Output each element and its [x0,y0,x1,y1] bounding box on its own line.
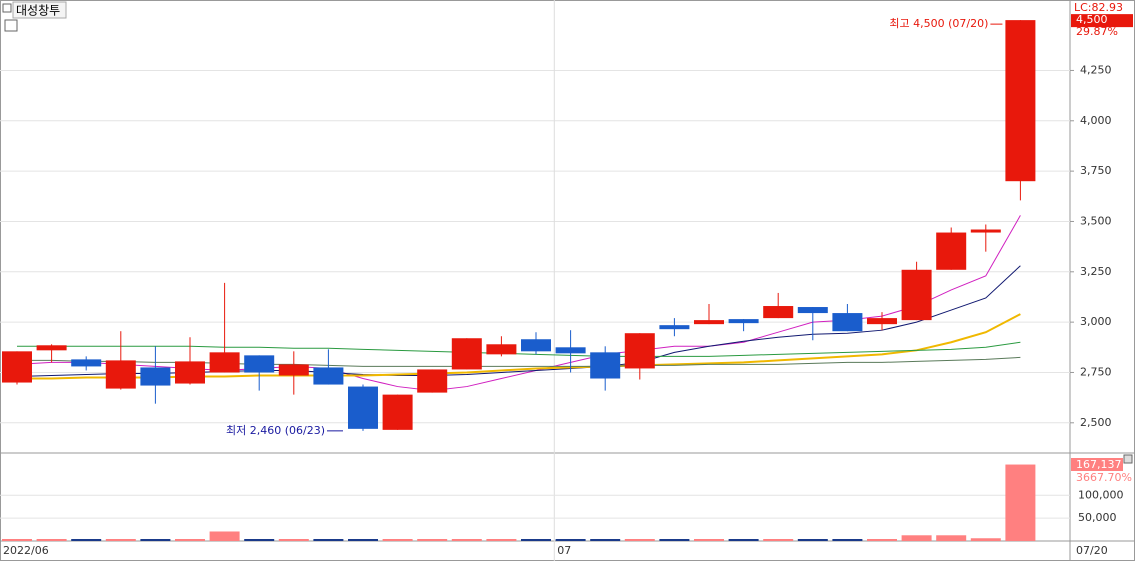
candle-body [486,344,517,355]
volume-bar [936,535,967,541]
candle-body [105,360,136,389]
candle-body [659,325,690,330]
candle-body [901,269,932,321]
y-tick-label: 50,000 [1078,511,1117,524]
volume-bar [832,539,863,541]
volume-bar [970,538,1001,541]
candle-body [382,394,413,430]
last-volume-box [1071,458,1123,471]
candle-body [175,361,205,384]
table-icon[interactable] [4,19,18,32]
volume-bar [797,539,828,541]
last-price-label: 4,500 [1076,13,1108,26]
y-tick-label: 3,500 [1080,214,1112,227]
volume-bar [763,539,794,541]
y-tick-label: 4,000 [1080,114,1112,127]
candle-body [624,333,655,369]
last-volume-label: 167,137 [1076,458,1122,471]
volume-bar [1005,464,1036,541]
icon[interactable] [2,3,12,13]
volume-bar [728,539,759,541]
lc-label: LC:82.93 [1074,1,1123,14]
y-tick-label: 2,750 [1080,365,1112,378]
candle-body [867,318,897,325]
y-tick-label: 100,000 [1078,488,1124,501]
volume-change-label: 3667.70% [1076,471,1132,484]
volume-bar [2,539,32,541]
volume-bar [659,539,690,541]
candle-body [36,345,67,351]
volume-bar [624,539,655,541]
candle-body [797,307,828,314]
last-price-box [1071,14,1133,28]
volume-bar [555,539,586,541]
candle-body [140,367,171,386]
candle-body [209,352,240,373]
volume-bar [486,539,517,541]
volume-bar [244,539,275,541]
candle-body [590,352,621,379]
title-box [12,1,67,19]
x-tick-label: 07 [557,544,571,557]
volume-bar [36,539,67,541]
candle-body [728,319,759,324]
candle-body [521,339,551,352]
volume-bar [209,531,240,541]
y-tick-label: 3,750 [1080,164,1112,177]
candle-body [348,386,378,429]
volume-bar [140,539,171,541]
candle-body [1005,20,1036,182]
candle-body [763,306,794,319]
volume-bar [417,539,448,541]
volume-bar [590,539,621,541]
high-annotation: 최고 4,500 (07/20) [889,17,988,30]
change-label: 29.87% [1076,25,1118,38]
current-date: 07/20 [1076,544,1108,557]
candle-body [970,229,1001,233]
volume-bar [867,539,897,541]
volume-bar [313,539,344,541]
volume-bar [382,539,413,541]
candle-body [451,338,482,370]
candle-body [2,351,32,383]
volume-bar [175,539,205,541]
candle-body [555,347,586,354]
candle-body [694,320,724,325]
candle-body [417,369,448,393]
close-icon[interactable] [1123,454,1133,464]
candle-body [71,359,102,367]
volume-bar [451,539,482,541]
candle-body [313,367,344,385]
volume-bar [105,539,136,541]
y-tick-label: 4,250 [1080,63,1112,76]
volume-bar [278,539,309,541]
y-tick-label: 2,500 [1080,416,1112,429]
volume-bar [901,535,932,541]
candle-body [832,313,863,332]
candle-body [936,232,967,270]
y-tick-label: 3,250 [1080,265,1112,278]
y-tick-label: 3,000 [1080,315,1112,328]
volume-bar [694,539,724,541]
candle-body [244,355,275,373]
volume-bar [348,539,378,541]
moving-average [17,341,1021,357]
volume-bar [521,539,551,541]
x-tick-label: 2022/06 [3,544,49,557]
candle-body [278,364,309,376]
volume-bar [71,539,102,541]
chart-title: 대성창투 [16,4,60,18]
low-annotation: 최저 2,460 (06/23) [226,424,325,437]
